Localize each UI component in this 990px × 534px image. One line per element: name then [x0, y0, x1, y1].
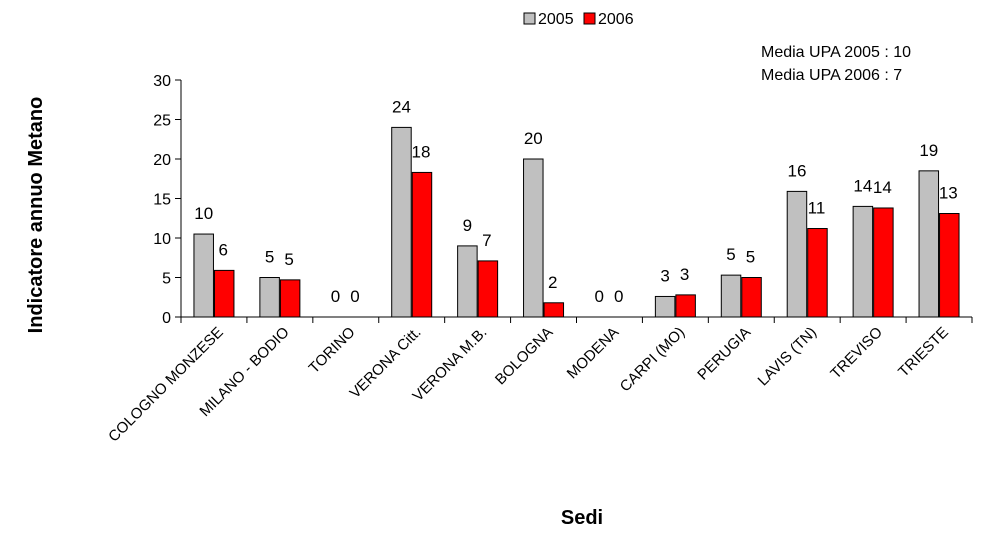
bar-2006-0 [213, 269, 235, 318]
bar-2005-10 [852, 205, 874, 318]
bar-2005-9 [786, 190, 808, 318]
data-label-2005-5: 20 [524, 129, 543, 148]
annotation-media-2005: Media UPA 2005 : 10 [761, 44, 911, 61]
data-label-2005-4: 9 [463, 216, 472, 235]
y-tick-label: 20 [153, 152, 171, 169]
data-label-2006-1: 5 [284, 250, 293, 269]
legend-swatch-2005 [523, 12, 536, 25]
category-label: LAVIS (TN) [755, 324, 820, 389]
legend-label-2005: 2005 [538, 11, 574, 28]
bar-2006-10 [873, 207, 894, 318]
category-label: TORINO [306, 324, 359, 377]
bar-2006-9 [807, 228, 828, 318]
y-tick-label: 25 [153, 113, 171, 130]
category-label: TREVISO [827, 324, 886, 383]
data-label-2006-9: 11 [808, 199, 826, 218]
bar-2005-11 [918, 170, 940, 318]
annotation-media-2006: Media UPA 2006 : 7 [761, 67, 902, 84]
data-label-2006-4: 7 [482, 231, 491, 250]
data-label-2006-11: 13 [939, 184, 958, 203]
bar-2006-8 [741, 277, 762, 318]
bar-2006-11 [939, 213, 960, 318]
data-label-2006-6: 0 [614, 287, 623, 306]
bar-2005-0 [193, 233, 214, 318]
bar-2006-1 [279, 279, 301, 318]
y-tick-label: 10 [153, 231, 171, 248]
x-axis-title: Sedi [561, 507, 603, 529]
data-label-2006-3: 18 [411, 142, 430, 161]
y-tick-label: 15 [153, 192, 171, 209]
y-tick-label: 30 [153, 73, 171, 90]
data-label-2005-9: 16 [787, 161, 806, 180]
data-label-2006-2: 0 [350, 287, 359, 306]
data-label-2005-3: 24 [392, 97, 411, 116]
data-label-2005-10: 14 [853, 176, 872, 195]
y-axis-title: Indicatore annuo Metano [25, 97, 47, 334]
category-label: BOLOGNA [492, 324, 556, 388]
category-label: CARPI (MO) [617, 324, 689, 396]
legend-swatch-2006 [583, 12, 596, 25]
data-label-2005-7: 3 [660, 266, 669, 285]
bar-2005-5 [523, 158, 544, 318]
category-label: MODENA [564, 324, 623, 383]
y-tick-label: 5 [162, 271, 171, 288]
legend-label-2006: 2006 [598, 11, 634, 28]
bar-2006-7 [675, 294, 696, 318]
bar-2005-1 [259, 277, 280, 318]
bar-2006-3 [411, 171, 433, 318]
data-label-2005-6: 0 [594, 287, 603, 306]
category-label: TRIESTE [895, 324, 952, 381]
bar-2006-5 [543, 302, 565, 318]
data-label-2005-8: 5 [726, 245, 735, 264]
data-label-2006-8: 5 [746, 248, 755, 267]
data-label-2005-0: 10 [194, 204, 213, 223]
data-label-2006-5: 2 [548, 273, 557, 292]
data-label-2006-0: 6 [218, 240, 227, 259]
legend: 2005 2006 [523, 11, 634, 28]
data-label-2005-1: 5 [265, 248, 274, 267]
bar-2005-7 [654, 295, 676, 318]
bar-2005-4 [457, 245, 478, 318]
bar-2005-8 [720, 274, 742, 318]
bar-2005-3 [391, 126, 412, 318]
category-label: PERUGIA [694, 324, 754, 384]
data-label-2006-7: 3 [680, 265, 689, 284]
data-label-2005-2: 0 [331, 287, 340, 306]
bar-2006-4 [477, 260, 499, 318]
data-label-2005-11: 19 [919, 141, 938, 160]
y-tick-label: 0 [162, 310, 171, 327]
category-label: COLOGNO MONZESE [105, 324, 227, 446]
data-label-2006-10: 14 [873, 178, 892, 197]
